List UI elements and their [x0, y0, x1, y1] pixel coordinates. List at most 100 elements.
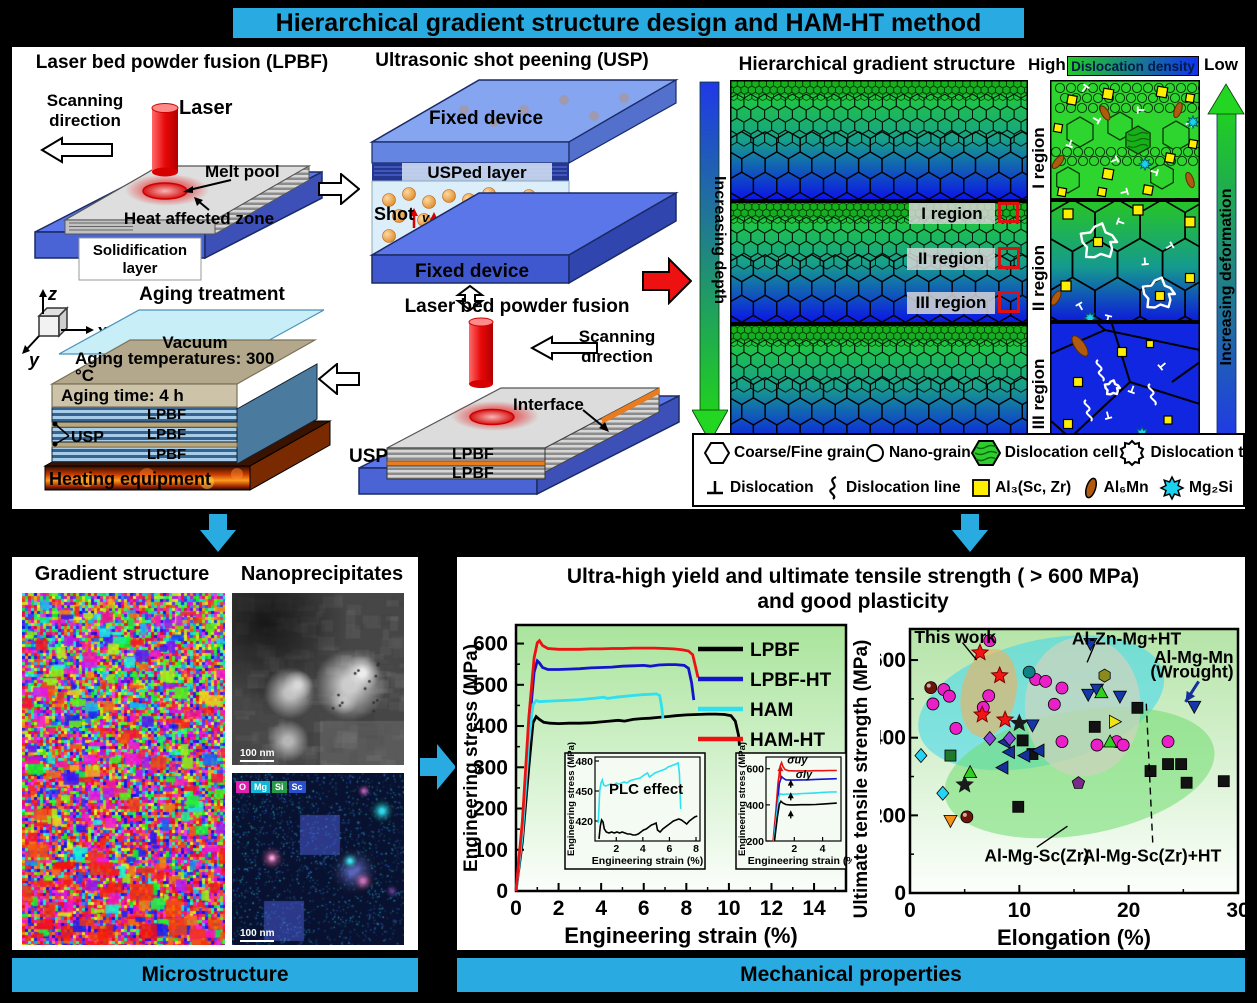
legend-LPBF: LPBF	[750, 640, 800, 661]
svg-text:450: 450	[575, 786, 593, 798]
region-1-chip: I region	[909, 203, 995, 224]
brown-ellipse-icon	[1084, 477, 1097, 498]
svg-text:30: 30	[1226, 899, 1246, 922]
svg-text:0: 0	[510, 897, 522, 920]
annotation-Al-Mg-Mn: Al-Mg-Mn	[1154, 647, 1234, 667]
svg-text:200: 200	[746, 836, 764, 848]
increasing-depth-label: Increasing depth	[711, 176, 728, 304]
melt-pool-ellipse	[469, 408, 515, 426]
usped-layer-label: USPed layer	[427, 163, 527, 182]
svg-text:8: 8	[693, 843, 699, 855]
legend-label: Al₃(Sc, Zr)	[995, 478, 1072, 496]
annotation-Al-Mg-Sc(Zr): Al-Mg-Sc(Zr)	[984, 846, 1089, 866]
svg-text:6: 6	[638, 897, 650, 920]
x-axis-label: Elongation (%)	[997, 925, 1151, 950]
increasing-deformation-label: Increasing deformation	[1218, 189, 1235, 366]
lpbf-layer-label: LPBF	[147, 426, 186, 443]
stress-strain-chart-container: 0 2 4 6 8 10 12 14 0 100 200 300 400 500 600 Engineerin…	[460, 617, 859, 956]
main-title-banner: Hierarchical gradient structure design a…	[230, 5, 1027, 41]
gradient-structure-title: Hierarchical gradient structure	[738, 54, 1016, 75]
usp-label: USP	[349, 446, 388, 467]
svg-text:Engineering strain (%): Engineering strain (%)	[592, 855, 703, 867]
tee-symbol-icon	[707, 480, 723, 494]
scatter-group-star-4	[955, 713, 1029, 793]
svg-text:Engineering stress (MPa): Engineering stress (MPa)	[566, 742, 577, 856]
aging-time-face	[51, 383, 238, 408]
eds-map-image	[232, 773, 404, 945]
y-axis-label: Engineering stress (MPa)	[461, 644, 482, 872]
interface-label: Interface	[513, 395, 584, 414]
process-design-panel: Laser bed powder fusion (LPBF) Scanning …	[10, 45, 1257, 511]
vacuum-label: Vacuum	[162, 333, 227, 352]
svg-text:400: 400	[880, 727, 906, 750]
scatter-group-sphere-10	[924, 681, 974, 824]
microstructure-bar: Microstructure	[10, 956, 420, 994]
series-LPBF-HT	[514, 658, 696, 892]
region-1-vertical-label: I region	[1029, 127, 1048, 189]
fixed-device-bottom-label: Fixed device	[415, 261, 529, 282]
series-LPBF	[514, 712, 741, 892]
scale-label: 100 nm	[240, 928, 275, 942]
region-2-chip: II region	[907, 248, 995, 270]
svg-text:0: 0	[496, 880, 508, 903]
layer-stack-side	[214, 165, 310, 235]
scatter-group-diamond-6	[914, 747, 950, 801]
left-arrow-icon	[529, 335, 598, 361]
annotation-This work: This work	[914, 627, 996, 647]
tem-scale-bar: 100 nm	[240, 743, 275, 762]
uts-axis-label: Ultimate tensile strength (MPa)	[851, 639, 872, 919]
scatter-group-square-8	[944, 749, 957, 762]
down-arrow-icon	[200, 514, 236, 552]
series-HAM-HT	[514, 638, 700, 892]
fixed-device-bottom-side	[568, 191, 677, 285]
svg-text:6: 6	[667, 843, 673, 855]
region-3-chip: III region	[907, 292, 995, 314]
legend-label: Dislocation cell	[1004, 443, 1119, 461]
svg-text:400: 400	[746, 800, 764, 812]
region-2-sample-box	[998, 247, 1020, 269]
uts-axis-label-wrap: Ultimate tensile strength (MPa)	[851, 629, 877, 929]
scatter-group-tri_right-14	[1109, 714, 1123, 729]
interface-side-stripe	[602, 388, 659, 424]
down-arrow-icon	[952, 514, 988, 552]
laser-label: Laser	[179, 97, 233, 119]
stress-strain-chart: 0 2 4 6 8 10 12 140100200300400500600Engineerin…	[461, 623, 859, 948]
laminate-stack	[51, 406, 238, 463]
red-arrow-icon	[642, 257, 692, 305]
scatter-chart-container: This work Al-Zn-Mg+HT Al-Mg-Mn (Wrought) Al-…	[871, 617, 1250, 956]
lpbf2-title: Laser bed powder fusion	[405, 296, 630, 317]
solidification-layer-box	[78, 237, 202, 281]
legend-label: Nano-grain	[888, 443, 971, 461]
heating-label: Heating equipment	[49, 469, 211, 489]
scatter-group-hexagon-12	[1098, 668, 1111, 683]
nanoprecipitates-header: Nanoprecipitates	[240, 563, 404, 585]
melt-pool-label: Melt pool	[205, 162, 280, 181]
hatched-hexagon-icon	[970, 439, 1001, 466]
z-axis-label: z	[47, 284, 57, 304]
strength-title-line2: and good plasticity	[757, 590, 949, 613]
svg-text:σuy: σuy	[787, 755, 808, 767]
svg-text:420: 420	[575, 816, 593, 828]
direction-label: direction	[49, 111, 121, 130]
right-arrow-icon	[318, 173, 360, 205]
scatter-group-tri_up-5	[962, 684, 1118, 779]
usp-title: Ultrasonic shot peening (USP)	[375, 50, 648, 71]
legend-row-2: Dislocation Dislocation line Al₃(Sc, Zr)…	[694, 470, 1243, 505]
usp-diagram: Ultrasonic shot peening (USP) Fixed devi…	[369, 50, 679, 312]
scatter-group-tri_down-9	[943, 814, 958, 829]
region-1-sample-box	[998, 202, 1019, 223]
svg-text:600: 600	[746, 764, 764, 776]
series-HAM	[514, 692, 665, 892]
svg-text:4: 4	[595, 897, 607, 920]
lpbf-stack-lower	[386, 465, 546, 480]
fixed-device-top-side	[568, 78, 677, 165]
eds-scale-bar: 100 nm	[240, 923, 275, 942]
fixed-device-top-label: Fixed device	[429, 108, 543, 129]
scatter-group-circle-11	[1022, 665, 1036, 679]
legend-LPBF-HT: LPBF-HT	[750, 670, 832, 691]
main-title: Hierarchical gradient structure design a…	[275, 8, 982, 37]
svg-text:600: 600	[473, 633, 508, 656]
double-arrow-icon	[455, 284, 485, 312]
